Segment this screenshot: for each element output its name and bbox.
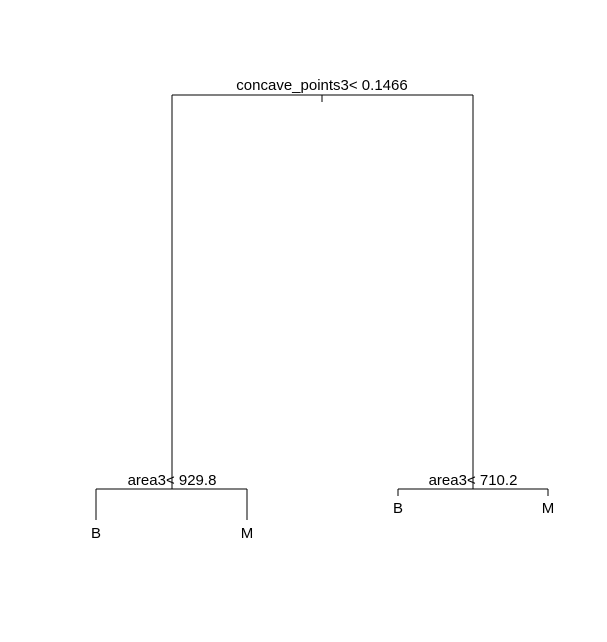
left-node-split-label: area3< 929.8 xyxy=(128,472,217,489)
right-node-split: area3< 710.2 B M xyxy=(393,472,554,517)
root-split-label: concave_points3< 0.1466 xyxy=(236,77,407,94)
leaf-label: B xyxy=(393,500,403,517)
leaf-label: M xyxy=(241,525,254,542)
leaf-label: M xyxy=(542,500,555,517)
left-node-split: area3< 929.8 B M xyxy=(91,472,253,542)
leaf-label: B xyxy=(91,525,101,542)
root-split: concave_points3< 0.1466 xyxy=(171,77,474,489)
right-node-split-label: area3< 710.2 xyxy=(429,472,518,489)
